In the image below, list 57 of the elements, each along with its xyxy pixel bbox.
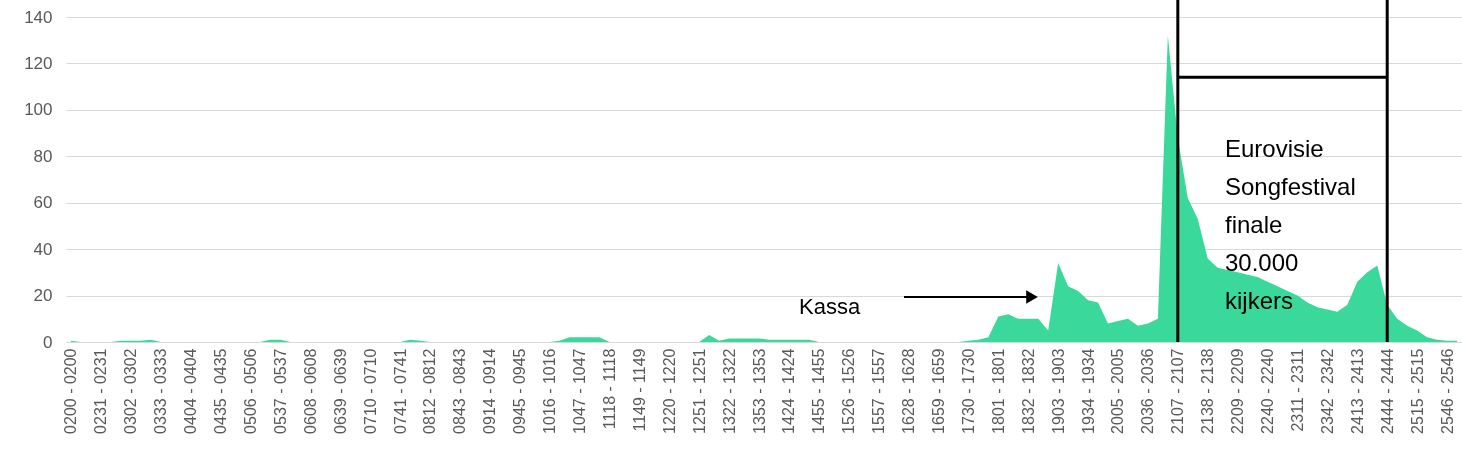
x-tick-label: 1047 - 1047: [571, 348, 589, 434]
x-tick-label: 2005 - 2005: [1109, 348, 1127, 434]
x-tick-label: 1659 - 1659: [930, 348, 947, 434]
x-tick-label: 0608 - 0608: [301, 348, 319, 434]
y-tick-label: 80: [33, 146, 53, 166]
x-tick-label: 1251 - 1251: [690, 348, 708, 434]
x-tick-label: 0945 - 0945: [511, 348, 529, 434]
x-tick-label: 1730 - 1730: [959, 348, 977, 434]
x-tick-label: 0914 - 0914: [481, 348, 499, 434]
x-tick-label: 1322 - 1322: [720, 348, 738, 434]
x-tick-label: 1424 - 1424: [780, 348, 798, 434]
x-tick-label: 0812 - 0812: [421, 348, 439, 434]
x-tick-label: 0231 - 0231: [92, 348, 110, 434]
x-tick-label: 0843 - 0843: [451, 348, 469, 434]
x-tick-label: 2515 - 2515: [1408, 348, 1426, 434]
x-tick-label: 1903 - 1903: [1049, 348, 1067, 434]
x-tick-label: 1353 - 1353: [750, 348, 768, 434]
x-tick-label: 1149 - 1149: [630, 348, 648, 432]
x-tick-label: 2240 - 2240: [1259, 348, 1277, 434]
annotation: Kassa: [799, 294, 861, 319]
x-tick-label: 2413 - 2413: [1348, 348, 1366, 434]
y-tick-label: 100: [24, 100, 53, 120]
x-tick-label: 0639 - 0639: [331, 348, 349, 434]
x-tick-label: 0302 - 0302: [122, 348, 140, 434]
x-tick-label: 0506 - 0506: [241, 348, 259, 434]
x-tick-label: 0200 - 0200: [62, 348, 80, 434]
x-tick-label: 2546 - 2546: [1438, 348, 1456, 434]
x-tick-label: 2444 - 2444: [1378, 348, 1396, 434]
x-tick-label: 2342 - 2342: [1318, 348, 1336, 434]
x-tick-label: 2138 - 2138: [1199, 348, 1217, 434]
x-tick-label: 0435 - 0435: [212, 348, 230, 434]
x-tick-label: 2311 - 2311: [1288, 348, 1306, 432]
x-tick-label: 1526 - 1526: [840, 348, 858, 434]
x-tick-label: 0537 - 0537: [271, 348, 289, 434]
y-tick-label: 0: [43, 332, 53, 352]
x-tick-label: 0404 - 0404: [182, 348, 200, 434]
y-tick-label: 20: [33, 286, 53, 306]
y-tick-label: 120: [24, 53, 53, 73]
x-tick-label: 0741 - 0741: [391, 348, 409, 434]
y-tick-label: 140: [24, 7, 53, 27]
x-tick-label: 1220 - 1220: [660, 348, 678, 434]
x-tick-label: 1016 - 1016: [541, 348, 559, 434]
x-tick-label: 1118 - 1118: [600, 348, 618, 430]
x-tick-label: 2209 - 2209: [1229, 348, 1247, 434]
x-tick-label: 2036 - 2036: [1139, 348, 1157, 434]
annotation: Eurovisie Songfestival finale 30.000 kijkers: [1225, 135, 1356, 314]
x-tick-label: 1455 - 1455: [810, 348, 828, 434]
x-tick-label: 1934 - 1934: [1079, 348, 1097, 434]
x-tick-label: 0710 - 0710: [361, 348, 379, 434]
y-tick-label: 60: [33, 193, 53, 213]
x-tick-label: 1832 - 1832: [1019, 348, 1037, 434]
x-tick-label: 1801 - 1801: [989, 348, 1007, 434]
x-tick-label: 1557 - 1557: [870, 348, 888, 434]
x-tick-label: 1628 - 1628: [900, 348, 918, 434]
y-tick-label: 40: [33, 239, 53, 259]
x-tick-label: 2107 - 2107: [1169, 348, 1187, 434]
x-tick-label: 0333 - 0333: [152, 348, 170, 434]
